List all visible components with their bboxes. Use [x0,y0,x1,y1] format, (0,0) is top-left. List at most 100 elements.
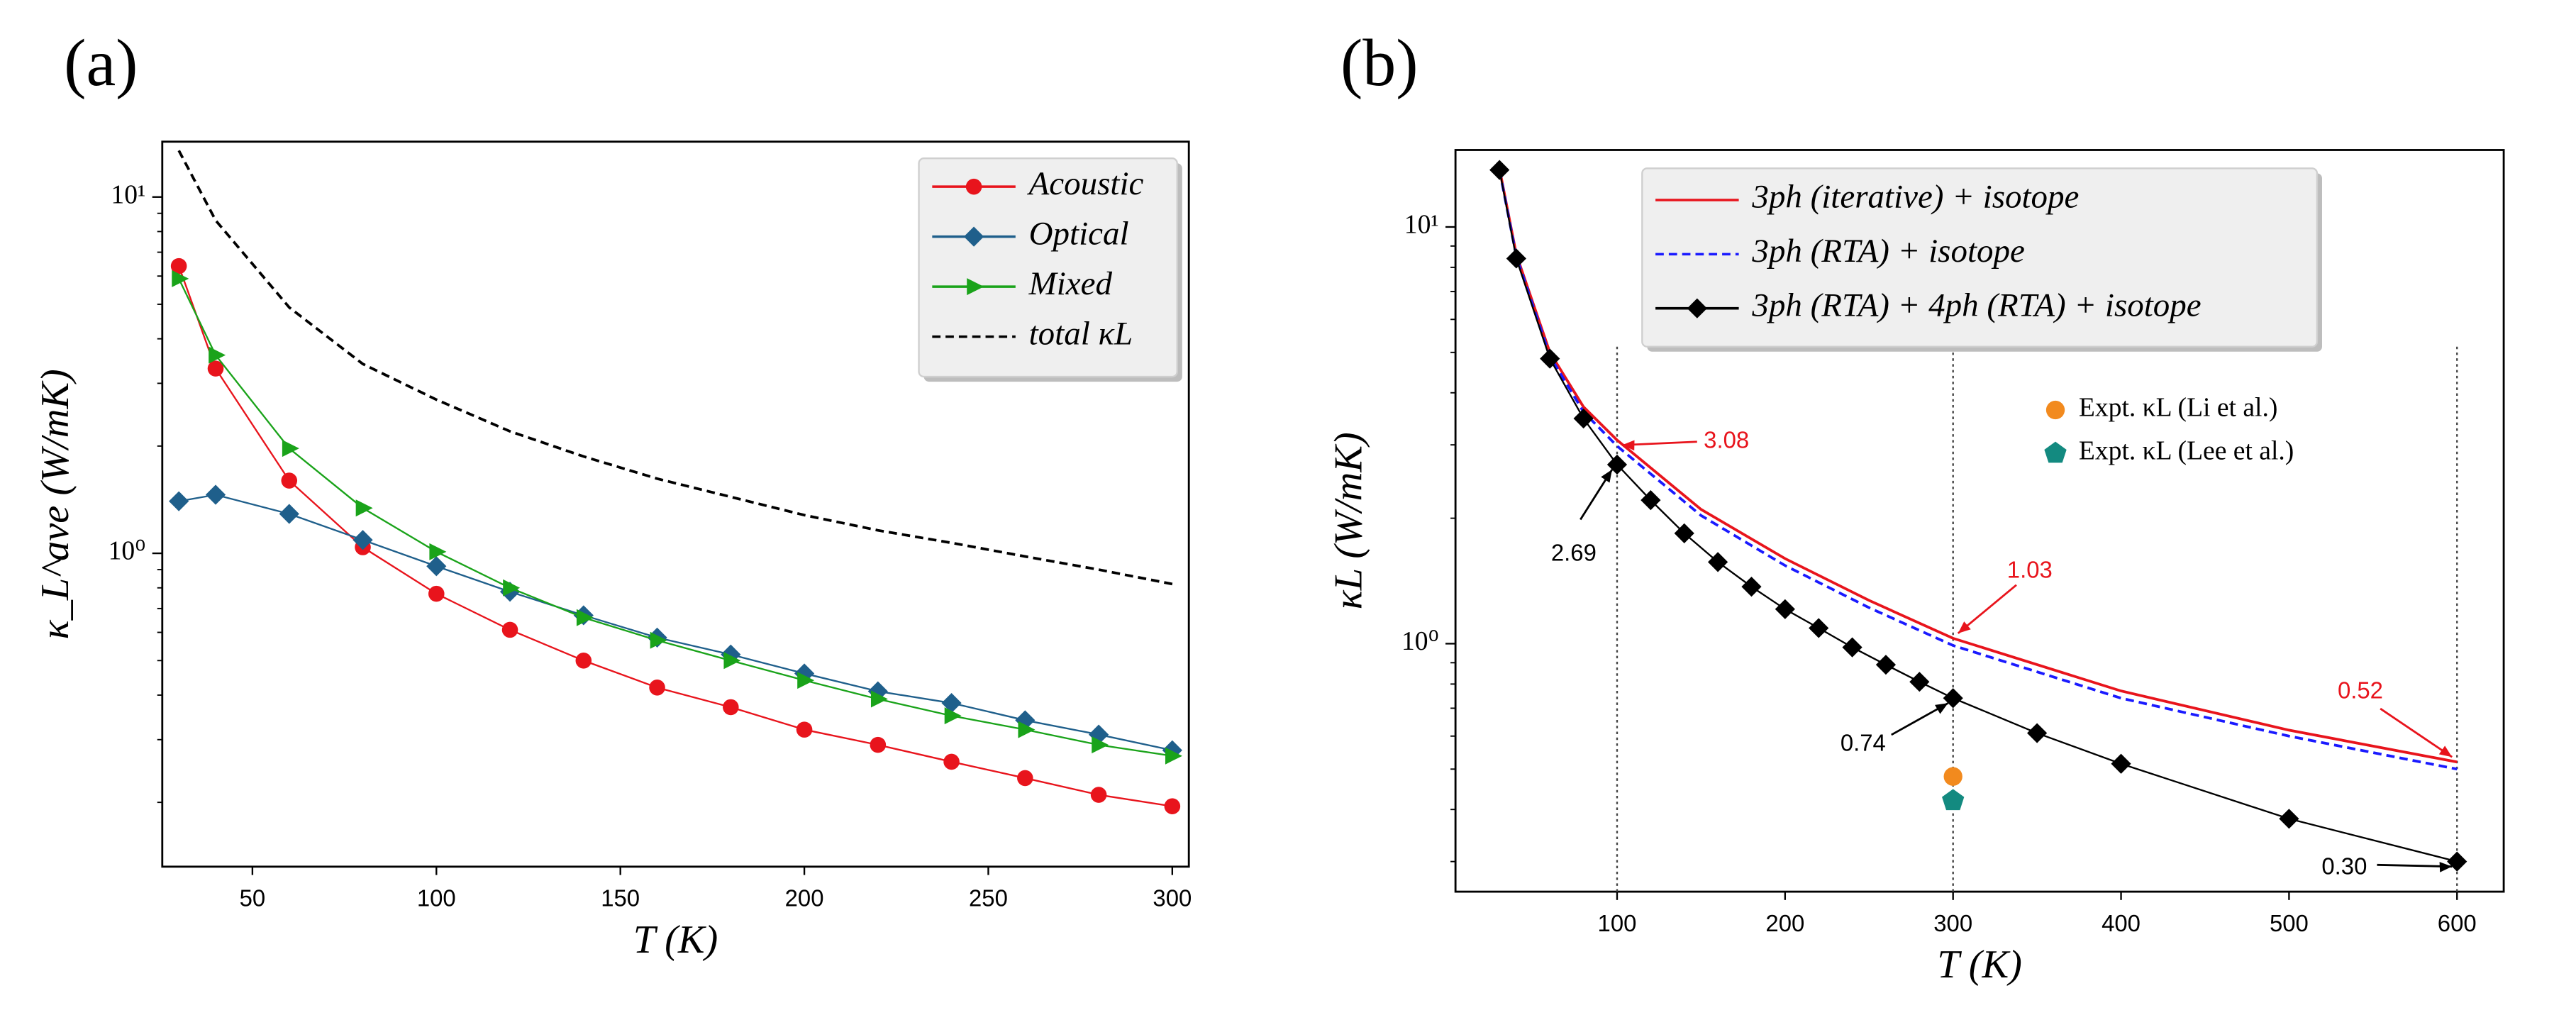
marker [1741,577,1762,597]
marker [1640,490,1661,511]
marker [1775,599,1795,619]
marker [797,672,815,689]
annotation-arrowhead [1601,470,1612,483]
marker [1540,348,1560,369]
annotation-arrow [1621,440,1697,446]
marker [723,699,739,716]
marker [1489,160,1510,180]
legend-label: Expt. κL (Lee et al.) [2079,437,2294,466]
marker [1809,618,1829,638]
marker [1015,710,1036,731]
marker [169,491,189,511]
marker [650,631,667,649]
marker [2279,809,2299,829]
marker [944,707,962,725]
x-tick-label: 300 [1933,910,1972,936]
marker [352,530,373,550]
annotation-label: 0.30 [2321,853,2367,880]
annotation-label: 3.08 [1704,426,1749,453]
marker [2045,400,2065,420]
marker [279,504,299,524]
annotation-label: 2.69 [1551,540,1597,566]
marker [429,543,447,560]
marker [282,440,299,458]
marker [870,736,887,753]
y-tick-label: 10⁰ [109,537,146,566]
legend-label: Optical [1029,215,1129,252]
y-tick-label: 10¹ [111,180,145,209]
annotation-label: 0.52 [2338,677,2383,703]
series-line [178,494,1173,751]
y-axis-label: κL (W/mK) [1326,432,1370,609]
marker [870,690,888,708]
marker [501,621,518,638]
marker [1674,523,1694,543]
plot-area [1489,160,2467,872]
legend-box [1641,167,2319,348]
x-tick-label: 100 [417,885,456,911]
marker [575,653,592,669]
marker [1018,721,1036,738]
series-line [1498,168,2458,764]
plot-area [169,150,1182,814]
x-axis-label: T (K) [1937,943,2022,987]
panel-label: (a) [64,26,138,100]
annotation-arrow [1957,584,2017,634]
marker [1090,787,1107,803]
x-tick-label: 600 [2438,910,2477,936]
marker [281,472,298,489]
marker [1164,798,1181,814]
plot-frame [1454,149,2505,893]
marker [1092,736,1109,754]
marker [943,753,960,770]
annotation-arrowhead [2438,745,2453,758]
marker [207,360,224,377]
marker [967,278,984,296]
marker [796,721,813,738]
x-tick-label: 500 [2270,910,2309,936]
marker [503,579,521,597]
x-tick-label: 250 [969,885,1008,911]
x-tick-label: 300 [1153,885,1192,911]
x-tick-label: 200 [785,885,824,911]
marker [2027,723,2048,743]
marker [2111,753,2131,774]
legend-label: 3ph (RTA) + isotope [1751,233,2024,270]
legend-box [918,157,1178,378]
marker [355,499,373,517]
marker [723,652,741,670]
marker [2447,851,2467,872]
marker [1909,672,1930,692]
legend-label: total κL [1029,315,1133,352]
legend-label: 3ph (RTA) + 4ph (RTA) + isotope [1751,287,2201,323]
y-tick-label: 10¹ [1404,211,1439,240]
marker [576,609,594,626]
marker [649,680,665,696]
annotation-label: 1.03 [2007,557,2053,583]
panel-label: (b) [1340,26,1419,100]
x-tick-label: 150 [601,885,640,911]
marker [1606,454,1628,475]
legend-label: Mixed [1028,265,1113,302]
x-axis-label: T (K) [633,918,718,962]
x-tick-label: 400 [2102,910,2141,936]
marker [1506,248,1526,269]
marker [209,346,226,364]
marker [1842,637,1862,658]
marker [1017,770,1033,787]
annotation-label: 0.74 [1841,730,1886,756]
x-tick-label: 100 [1598,910,1637,936]
marker [1875,655,1897,675]
annotation-arrow [2380,707,2453,758]
marker [1943,767,1962,786]
marker [205,484,226,505]
marker [1165,747,1182,765]
marker [2044,441,2067,463]
legend-label: Acoustic [1027,165,1144,202]
series-line [177,150,1173,586]
annotation-arrowhead [1622,440,1635,451]
x-tick-label: 200 [1765,910,1804,936]
y-axis-label: κ_L^ave (W/mK) [33,369,77,639]
marker [1708,552,1728,572]
